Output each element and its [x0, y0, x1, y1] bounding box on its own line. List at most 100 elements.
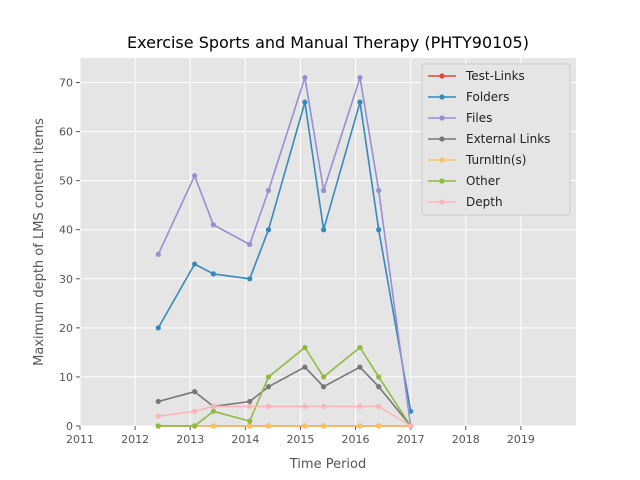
- x-tick-label: 2011: [66, 433, 94, 446]
- data-point-other: [376, 374, 382, 380]
- series-line-external-links: [158, 366, 412, 427]
- data-point-folders: [247, 276, 253, 282]
- y-axis-ticks: 0 10 20 30 40 50 60 70: [59, 77, 80, 433]
- y-tick-label: 20: [59, 322, 73, 335]
- data-point-depth: [265, 403, 272, 409]
- data-point-other: [155, 423, 161, 429]
- data-point-depth: [376, 403, 382, 409]
- data-point-depth: [247, 403, 253, 409]
- x-tick-label: 2016: [342, 433, 370, 446]
- legend-label: External Links: [466, 132, 550, 146]
- chart-title: Exercise Sports and Manual Therapy (PHTY…: [127, 33, 529, 52]
- y-axis-label: Maximum depth of LMS content items: [32, 118, 47, 366]
- legend-marker: [439, 136, 445, 142]
- data-point-turnitin-s: [265, 423, 272, 429]
- data-point-external-links: [320, 384, 327, 390]
- data-point-external-links: [247, 398, 253, 405]
- data-point-folders: [210, 271, 216, 277]
- data-point-external-links: [265, 384, 272, 390]
- x-tick-label: 2013: [176, 433, 204, 446]
- legend-item: External Links: [428, 132, 550, 146]
- data-point-other: [247, 418, 253, 424]
- data-point-files: [210, 222, 216, 228]
- data-point-folders: [192, 261, 198, 267]
- data-point-turnitin-s: [210, 423, 216, 429]
- data-point-other: [302, 344, 308, 351]
- data-point-other: [265, 374, 272, 380]
- data-point-external-links: [155, 398, 161, 405]
- legend-label: Files: [466, 111, 492, 125]
- x-tick-label: 2017: [397, 433, 425, 446]
- series-line-folders: [157, 101, 412, 412]
- data-point-files: [265, 187, 272, 194]
- y-tick-label: 30: [59, 273, 73, 286]
- legend-marker: [439, 94, 445, 100]
- y-tick-label: 70: [59, 77, 73, 90]
- legend-item: Test-Links: [428, 69, 525, 83]
- x-tick-label: 2012: [121, 433, 149, 446]
- data-point-other: [320, 374, 327, 380]
- series-line-other: [158, 346, 412, 427]
- legend-marker: [439, 199, 445, 205]
- legend-box: [421, 63, 571, 216]
- data-point-files: [357, 75, 363, 81]
- x-tick-label: 2014: [231, 433, 259, 446]
- legend-marker: [439, 178, 445, 184]
- legend-marker: [439, 73, 445, 79]
- x-axis-label: Time Period: [289, 457, 366, 472]
- y-tick-label: 10: [59, 371, 73, 384]
- data-point-files: [376, 187, 382, 194]
- x-axis-ticks: 2011 2012 2013 2014 2015 2016 2017 2018 2019: [66, 426, 535, 446]
- x-tick-label: 2015: [286, 433, 314, 446]
- y-tick-label: 50: [59, 175, 73, 188]
- series-lines: [155, 75, 414, 429]
- legend-label: Depth: [466, 195, 503, 209]
- legend: Test-Links Folders Files External Links Turn…: [421, 63, 571, 216]
- data-point-folders: [320, 227, 327, 233]
- data-point-files: [320, 187, 327, 194]
- legend-item: Other: [428, 174, 500, 188]
- data-point-folders: [265, 227, 272, 233]
- data-point-depth: [408, 423, 414, 429]
- data-point-depth: [192, 408, 198, 414]
- data-point-turnitin-s: [376, 423, 382, 429]
- data-point-folders: [376, 227, 382, 233]
- legend-label: Test-Links: [465, 69, 525, 83]
- data-point-depth: [210, 403, 216, 409]
- data-point-depth: [155, 413, 161, 419]
- data-point-turnitin-s: [302, 423, 308, 429]
- y-tick-label: 0: [66, 420, 73, 433]
- data-point-folders: [302, 99, 308, 105]
- series-folders: [155, 99, 414, 414]
- data-point-external-links: [376, 384, 382, 390]
- x-tick-label: 2019: [507, 433, 535, 446]
- data-point-folders: [357, 99, 363, 105]
- series-line-files: [157, 76, 412, 427]
- data-point-other: [192, 423, 198, 429]
- data-point-files: [302, 75, 308, 81]
- legend-item: TurnItIn(s): [428, 153, 526, 167]
- data-point-other: [210, 408, 216, 414]
- series-line-depth: [158, 405, 412, 427]
- legend-marker: [439, 115, 445, 121]
- data-point-turnitin-s: [357, 423, 363, 429]
- legend-item: Folders: [428, 90, 509, 104]
- legend-label: Folders: [466, 90, 509, 104]
- legend-label: Other: [466, 174, 500, 188]
- legend-item: Depth: [428, 195, 503, 209]
- data-point-depth: [320, 403, 327, 409]
- data-point-turnitin-s: [247, 423, 253, 429]
- x-tick-label: 2018: [452, 433, 480, 446]
- data-point-depth: [357, 403, 363, 409]
- data-point-files: [192, 173, 198, 179]
- legend-label: TurnItIn(s): [465, 153, 526, 167]
- legend-item: Files: [428, 111, 492, 125]
- data-point-external-links: [302, 364, 308, 370]
- data-point-depth: [302, 403, 308, 409]
- y-tick-label: 40: [59, 224, 73, 237]
- series-depth: [155, 403, 414, 429]
- y-tick-label: 60: [59, 126, 73, 139]
- data-point-external-links: [357, 364, 363, 370]
- data-point-turnitin-s: [320, 423, 327, 429]
